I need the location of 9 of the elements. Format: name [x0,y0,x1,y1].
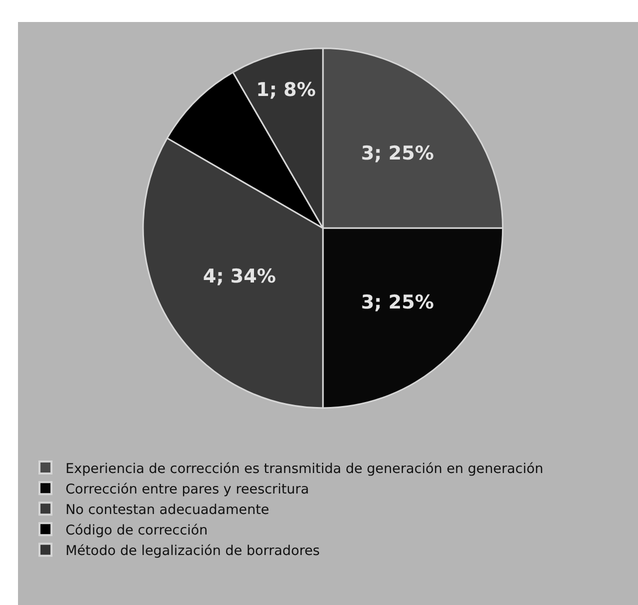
data-label: 4; 34% [202,265,276,288]
legend-label: Código de corrección [65,522,208,538]
legend-label: Corrección entre pares y reescritura [65,481,310,498]
data-label: 1; 8% [256,79,316,102]
data-label: 3; 25% [360,292,434,314]
legend-label: No contestan adecuadamente [65,502,270,518]
legend-label: Experiencia de corrección es transmitida de generación en generación [65,460,544,477]
legend-label: Método de legalización de borradores [65,542,320,559]
data-label: 3; 25% [360,142,434,165]
